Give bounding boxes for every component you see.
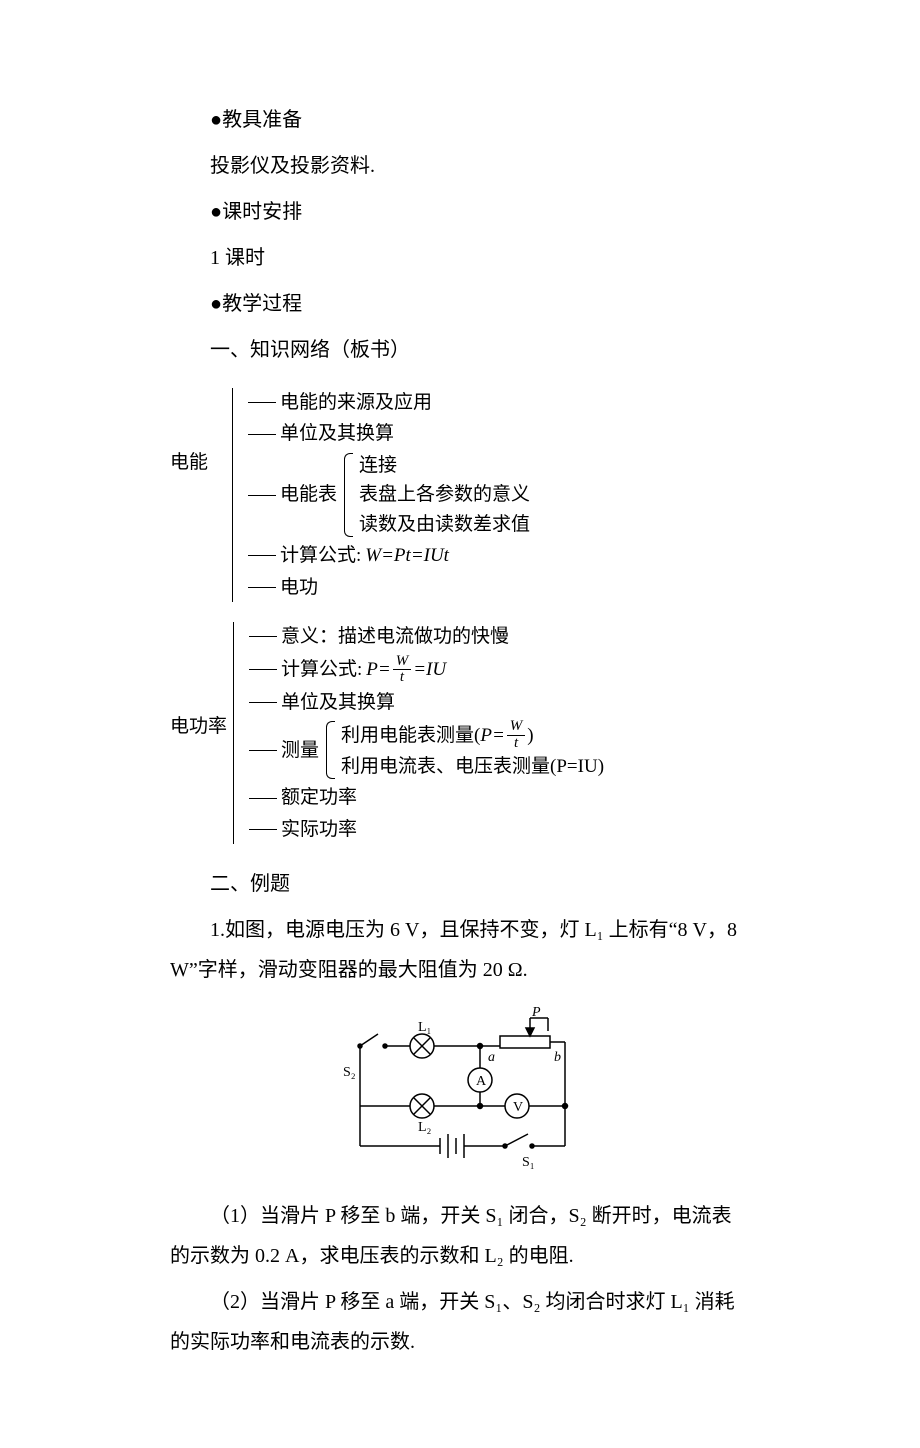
tree-bracket-icon [227,622,243,844]
tree-power-unit: 单位及其换算 [281,688,395,717]
example1-q2: （2）当滑片 P 移至 a 端，开关 S₁、S₂ 均闭合时求灯 L₁ 消耗的实际… [170,1282,750,1362]
circuit-label-s2: S₂ [343,1065,356,1080]
tree-power-measure-label: 测量 [281,736,319,765]
knowledge-tree: 电能 电能的来源及应用 单位及其换算 电能表 连接 表盘上各参数的意义 读数及由… [170,388,750,844]
circuit-label-b-node: b [554,1050,561,1065]
circuit-label-s1: S₁ [522,1155,535,1170]
circuit-label-p: P [531,1006,541,1020]
section-network-head: 一、知识网络（板书） [170,330,750,370]
tree-power-measure-item: 利用电能表测量( [341,721,480,750]
circuit-label-v: V [513,1100,523,1115]
tree-power-label: 电功率 [170,622,227,741]
tree-power-formula-pre: P= [366,655,390,684]
tree-subbracket-icon [341,451,355,539]
tree-energy-formula-prefix: 计算公式: [280,541,361,570]
fraction-icon: W t [507,719,526,752]
tree-energy-label: 电能 [170,388,226,477]
tree-power-actual: 实际功率 [281,815,357,844]
circuit-label-a: A [476,1074,487,1089]
section-time-text: 1 课时 [170,238,750,278]
tree-power-measure-item: 利用电流表、电压表测量(P=IU) [341,752,604,781]
circuit-label-a-node: a [488,1050,495,1065]
section-process-head: ●教学过程 [170,284,750,324]
tree-energy-item: 单位及其换算 [280,419,394,448]
tree-bracket-icon [226,388,242,602]
section-tools-head: ●教具准备 [170,100,750,140]
section-tools-text: 投影仪及投影资料. [170,146,750,186]
example1-intro: 1.如图，电源电压为 6 V，且保持不变，灯 L₁ 上标有“8 V，8 W”字样… [170,910,750,990]
tree-power-formula-post: =IU [413,655,446,684]
section-examples-head: 二、例题 [170,864,750,904]
tree-energy-meter-item: 读数及由读数差求值 [359,510,530,539]
tree-energy-item: 电能的来源及应用 [280,388,432,417]
tree-subbracket-icon [323,719,337,781]
tree-power-formula-prefix: 计算公式: [281,655,362,684]
tree-energy-meter-label: 电能表 [280,480,337,509]
section-time-head: ●课时安排 [170,192,750,232]
tree-power-row: 电功率 意义：描述电流做功的快慢 计算公式: P= W t =IU 单位及其换算… [170,622,750,844]
tree-energy-meter-item: 连接 [359,451,530,480]
tree-energy-formula: W=Pt=IUt [365,541,449,570]
tree-energy-row: 电能 电能的来源及应用 单位及其换算 电能表 连接 表盘上各参数的意义 读数及由… [170,388,750,602]
circuit-svg: L₁ L₂ S₂ S₁ A V P a b [330,1006,590,1176]
tree-power-rated: 额定功率 [281,783,357,812]
circuit-diagram: L₁ L₂ S₂ S₁ A V P a b [170,1006,750,1176]
circuit-label-l1: L₁ [418,1020,431,1035]
example1-q1: （1）当滑片 P 移至 b 端，开关 S₁ 闭合，S₂ 断开时，电流表的示数为 … [170,1196,750,1276]
tree-power-meaning: 意义：描述电流做功的快慢 [281,622,509,651]
fraction-icon: W t [393,654,412,687]
circuit-label-l2: L₂ [418,1120,432,1135]
tree-energy-work: 电功 [280,573,318,602]
tree-energy-meter-item: 表盘上各参数的意义 [359,480,530,509]
